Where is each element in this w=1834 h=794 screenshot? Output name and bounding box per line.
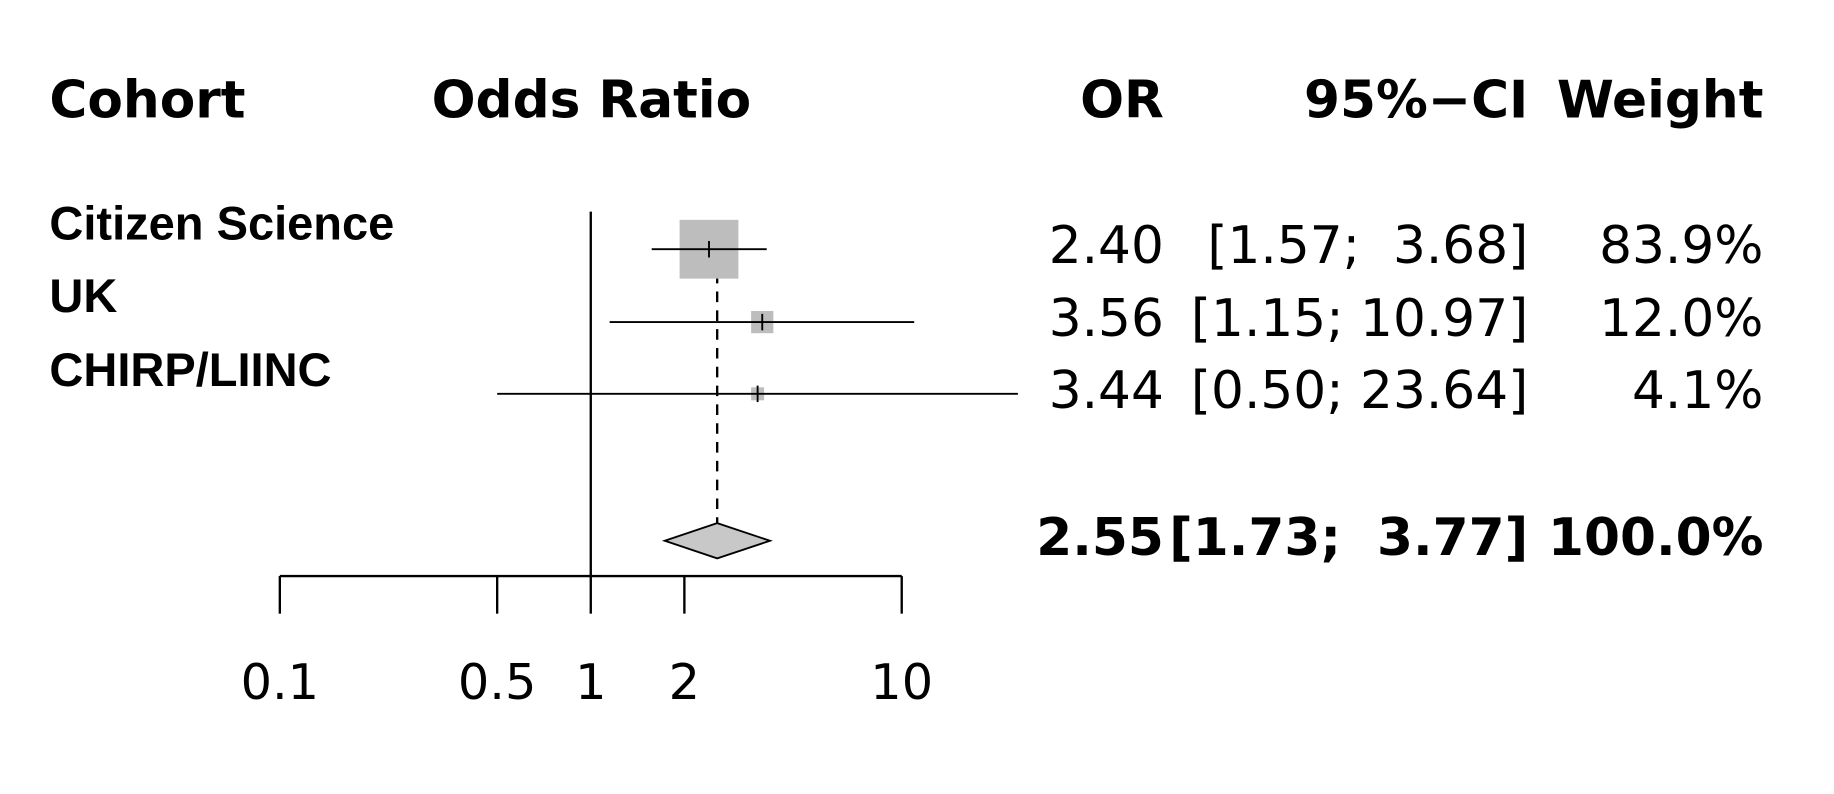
- x-tick-label: 10: [870, 653, 933, 711]
- x-tick-label: 1: [575, 653, 606, 711]
- or-value: 3.56: [1049, 289, 1164, 349]
- cohort-label: UK: [49, 269, 117, 322]
- weight-value: 83.9%: [1599, 216, 1763, 276]
- header-ci: 95%−CI: [1304, 70, 1528, 130]
- or-value: 3.44: [1049, 361, 1164, 421]
- ci-value: [0.50; 23.64]: [1191, 361, 1528, 421]
- header-or: OR: [1080, 70, 1164, 130]
- pooled-or: 2.55: [1036, 508, 1164, 568]
- or-value: 2.40: [1049, 216, 1164, 276]
- x-tick-label: 0.5: [458, 653, 537, 711]
- header-weight: Weight: [1557, 70, 1764, 130]
- ci-value: [1.15; 10.97]: [1191, 289, 1528, 349]
- weight-value: 12.0%: [1599, 289, 1763, 349]
- cohort-label: CHIRP/LIINC: [49, 343, 331, 396]
- header-cohort: Cohort: [49, 70, 245, 130]
- weight-value: 4.1%: [1632, 361, 1763, 421]
- x-tick-label: 2: [669, 653, 700, 711]
- cohort-label: Citizen Science: [49, 196, 394, 249]
- pooled-ci: [1.73; 3.77]: [1169, 508, 1528, 568]
- header-plot: Odds Ratio: [432, 70, 752, 130]
- pooled-weight: 100.0%: [1548, 508, 1763, 568]
- pooled-diamond: [661, 522, 773, 560]
- x-tick-label: 0.1: [241, 653, 320, 711]
- ci-value: [1.57; 3.68]: [1207, 216, 1528, 276]
